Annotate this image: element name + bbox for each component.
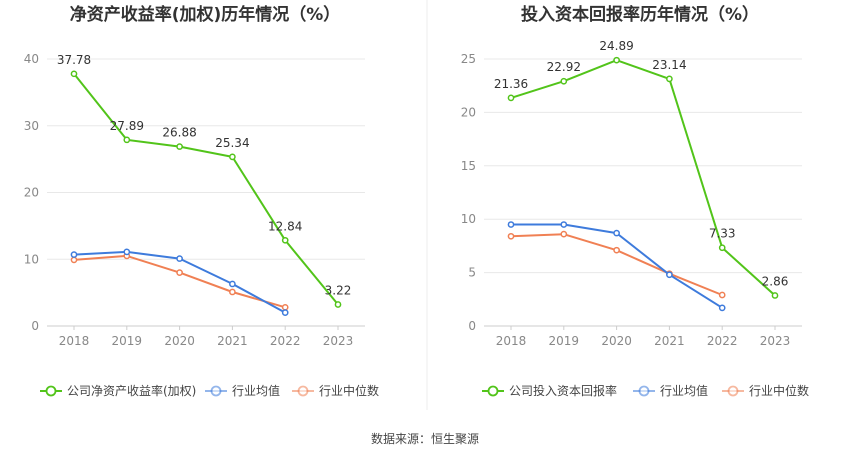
data-point [176, 143, 183, 150]
legend-marker [638, 385, 650, 397]
data-point [560, 77, 568, 85]
data-point [666, 271, 673, 279]
data-point [229, 153, 236, 161]
y-tick-label: 15 [461, 159, 476, 173]
roic-chart: 投入资本回报率历年情况（%） 0 5 10 15 20 25 2018 2019 2020 2021… [461, 4, 809, 398]
legend-label: 行业均值 [232, 383, 280, 398]
legend-marker [297, 385, 309, 397]
data-label: 3.22 [325, 284, 352, 298]
data-point [70, 256, 78, 264]
y-tick-label: 40 [24, 52, 39, 66]
data-point [613, 56, 620, 64]
data-label: 27.89 [110, 119, 144, 133]
data-point [718, 244, 726, 252]
legend-label: 行业均值 [660, 383, 708, 398]
data-point [718, 291, 726, 299]
series-line [511, 223, 723, 309]
legend-label: 行业中位数 [319, 383, 379, 398]
data-point [507, 232, 515, 240]
data-label: 12.84 [268, 219, 302, 233]
data-point [281, 303, 289, 311]
x-tick-label: 2023 [323, 334, 354, 348]
data-point [176, 269, 183, 276]
x-tick-label: 2020 [601, 334, 632, 348]
data-label: 24.89 [599, 39, 633, 53]
data-point [123, 136, 131, 144]
x-tick-label: 2023 [760, 334, 791, 348]
data-label: 25.34 [215, 136, 249, 150]
series-line [73, 254, 286, 309]
data-point [281, 309, 289, 316]
data-point [229, 288, 236, 296]
data-point [70, 251, 78, 258]
x-tick-label: 2018 [496, 334, 527, 348]
y-tick-label: 20 [461, 105, 476, 119]
y-tick-label: 10 [24, 252, 39, 266]
y-tick-label: 10 [461, 212, 476, 226]
legend-label: 公司投入资本回报率 [509, 383, 617, 398]
chart-title: 净资产收益率(加权)历年情况（%） [70, 4, 341, 25]
x-tick-label: 2021 [654, 334, 685, 348]
data-label: 26.88 [162, 126, 196, 140]
data-point [70, 70, 78, 78]
data-point [613, 229, 620, 237]
y-tick-label: 5 [468, 266, 476, 280]
data-point [560, 221, 568, 228]
data-point [507, 94, 515, 102]
x-tick-label: 2018 [59, 334, 90, 348]
series-line [510, 233, 723, 296]
data-label: 22.92 [547, 60, 581, 74]
legend-marker [45, 385, 57, 397]
legend-marker [210, 385, 222, 397]
data-point [613, 246, 620, 254]
roe-chart: 净资产收益率(加权)历年情况（%） 0 10 20 30 40 2018 2019 2020 20… [24, 4, 379, 398]
legend-label: 行业中位数 [749, 383, 809, 398]
data-source-label: 数据来源：恒生聚源 [371, 431, 479, 446]
data-point [176, 255, 183, 262]
data-point [718, 304, 726, 312]
data-point [507, 221, 515, 228]
legend-label: 公司净资产收益率(加权) [67, 383, 196, 398]
data-label: 21.36 [494, 77, 528, 91]
legend-marker [487, 385, 499, 397]
data-point [666, 75, 673, 83]
x-tick-label: 2022 [270, 334, 301, 348]
data-label: 23.14 [652, 58, 686, 72]
x-tick-label: 2020 [164, 334, 195, 348]
y-tick-label: 30 [24, 119, 39, 133]
data-point [229, 280, 236, 288]
y-tick-label: 20 [24, 186, 39, 200]
data-label: 2.86 [762, 274, 789, 288]
y-tick-label: 0 [468, 319, 476, 333]
x-tick-label: 2021 [217, 334, 248, 348]
data-point [334, 301, 342, 308]
series-line [510, 59, 776, 297]
series-line [73, 73, 339, 306]
data-point [771, 292, 779, 299]
data-point [281, 236, 289, 244]
y-tick-label: 25 [461, 52, 476, 66]
data-point [123, 248, 131, 256]
y-tick-label: 0 [31, 319, 39, 333]
data-label: 37.78 [57, 53, 91, 67]
x-tick-label: 2022 [707, 334, 738, 348]
legend-marker [727, 385, 739, 397]
x-tick-label: 2019 [549, 334, 580, 348]
x-tick-label: 2019 [112, 334, 143, 348]
chart-title: 投入资本回报率历年情况（%） [521, 4, 759, 25]
data-point [560, 230, 568, 238]
data-label: 7.33 [709, 227, 736, 241]
